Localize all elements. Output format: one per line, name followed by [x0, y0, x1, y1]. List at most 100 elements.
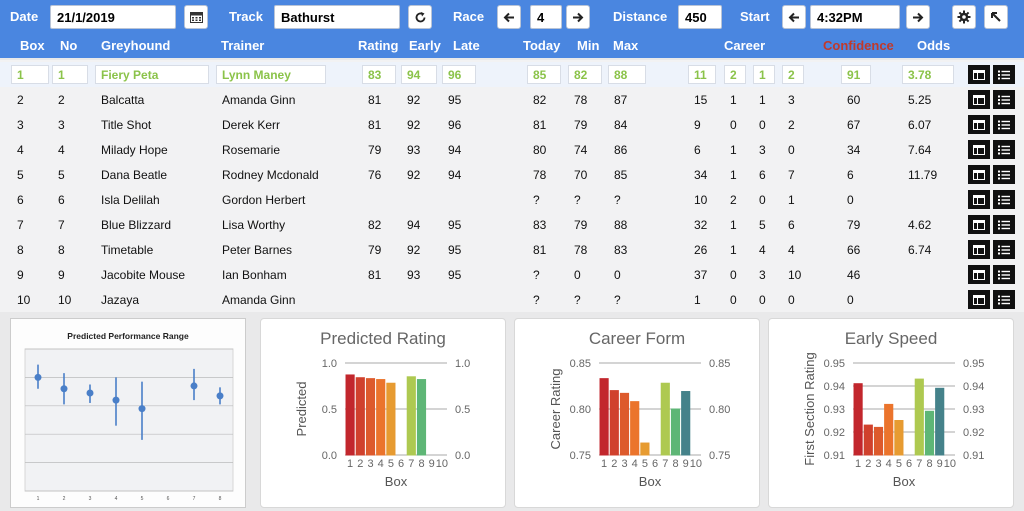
table-row[interactable]: 3 3 Title Shot Derek Kerr 81 92 96 81 79 84 9 0 0 2 67…: [0, 112, 1024, 137]
cell-early: 94: [407, 218, 421, 232]
y-tick-label-right: 0.92: [963, 427, 984, 439]
cell-c4: 0: [788, 143, 795, 157]
race-label: Race: [453, 9, 485, 24]
cell-trainer: Lynn Maney: [216, 65, 326, 84]
x-tick-label: 1: [855, 458, 861, 470]
list-icon[interactable]: [993, 90, 1015, 109]
cell-no: 7: [58, 218, 65, 232]
date-field[interactable]: 21/1/2019: [50, 5, 176, 29]
refresh-icon[interactable]: [408, 5, 432, 29]
table-row[interactable]: 1 1 Fiery Peta Lynn Maney 83 94 96 85 82 88 11 2 1 2 9…: [0, 62, 1024, 87]
gear-icon[interactable]: [952, 5, 976, 29]
list-icon[interactable]: [993, 240, 1015, 259]
bar: [660, 382, 670, 456]
y-tick-label-right: 0.80: [709, 404, 730, 416]
cell-c3: 4: [759, 243, 766, 257]
table-row[interactable]: 5 5 Dana Beatle Rodney Mcdonald 76 92 94 78 70 85…: [0, 162, 1024, 187]
table-row[interactable]: 4 4 Milady Hope Rosemarie 79 93 94 80 74 86 6 1 3 0 34…: [0, 137, 1024, 162]
table-view-icon[interactable]: [968, 90, 990, 109]
table-view-icon[interactable]: [968, 165, 990, 184]
cell-c4: 6: [788, 218, 795, 232]
table-view-icon[interactable]: [968, 65, 990, 84]
cell-min: ?: [574, 293, 581, 307]
x-tick-label: 10: [690, 458, 702, 470]
list-icon[interactable]: [993, 140, 1015, 159]
cell-min: ?: [574, 193, 581, 207]
cell-greyhound: Dana Beatle: [101, 168, 168, 182]
col-career[interactable]: Career: [724, 38, 766, 53]
col-rating[interactable]: Rating: [358, 38, 399, 53]
list-icon[interactable]: [993, 290, 1015, 309]
col-box[interactable]: Box: [20, 38, 45, 53]
list-icon[interactable]: [993, 190, 1015, 209]
table-view-icon[interactable]: [968, 115, 990, 134]
cell-early: 92: [407, 168, 421, 182]
race-field[interactable]: 4: [530, 5, 562, 29]
data-point: [216, 392, 224, 400]
x-tick-label: 6: [906, 458, 912, 470]
list-icon[interactable]: [993, 165, 1015, 184]
calendar-icon[interactable]: [184, 5, 208, 29]
cell-c3: 5: [759, 218, 766, 232]
race-prev-button[interactable]: [497, 5, 521, 29]
bar: [863, 424, 873, 456]
chart-title: Career Form: [589, 329, 685, 348]
table-row[interactable]: 9 9 Jacobite Mouse Ian Bonham 81 93 95? 0 0 37 0 3 1…: [0, 262, 1024, 287]
cell-min: 0: [574, 268, 581, 282]
cell-box: 5: [17, 168, 24, 182]
table-view-icon[interactable]: [968, 190, 990, 209]
cell-c2: 1: [730, 93, 737, 107]
y-tick-label: 0.94: [824, 381, 845, 393]
cell-c3: 1: [753, 65, 775, 84]
plot-area: [24, 348, 234, 492]
table-row[interactable]: 8 8 Timetable Peter Barnes 79 92 95 81 78 83 26 1 4 4…: [0, 237, 1024, 262]
bar: [914, 378, 924, 456]
table-view-icon[interactable]: [968, 215, 990, 234]
cell-c4: 4: [788, 243, 795, 257]
race-next-button[interactable]: [566, 5, 590, 29]
cell-c1: 6: [694, 143, 701, 157]
cell-box: 4: [17, 143, 24, 157]
col-trainer[interactable]: Trainer: [221, 38, 265, 53]
table-view-icon[interactable]: [968, 290, 990, 309]
cell-c1: 15: [694, 93, 708, 107]
cell-early: 93: [407, 143, 421, 157]
col-no[interactable]: No: [60, 38, 78, 53]
start-prev-button[interactable]: [782, 5, 806, 29]
table-row[interactable]: 10 10 Jazaya Amanda Ginn??? 1 0 0 0 0: [0, 287, 1024, 312]
cell-odds: 3.78: [902, 65, 954, 84]
list-icon[interactable]: [993, 215, 1015, 234]
x-tick-label: 2: [63, 496, 66, 502]
col-early[interactable]: Early: [409, 38, 441, 53]
distance-field[interactable]: 450: [678, 5, 722, 29]
col-min[interactable]: Min: [577, 38, 600, 53]
list-icon[interactable]: [993, 265, 1015, 284]
track-field[interactable]: Bathurst: [274, 5, 400, 29]
cell-c3: 3: [759, 268, 766, 282]
col-max[interactable]: Max: [613, 38, 639, 53]
col-odds[interactable]: Odds: [917, 38, 951, 53]
start-next-button[interactable]: [906, 5, 930, 29]
cell-no: 1: [52, 65, 88, 84]
table-view-icon[interactable]: [968, 240, 990, 259]
col-today[interactable]: Today: [523, 38, 561, 53]
start-field[interactable]: 4:32PM: [810, 5, 900, 29]
y-tick-label: 0.92: [824, 427, 845, 439]
col-greyhound[interactable]: Greyhound: [101, 38, 171, 53]
y-tick-label-right: 0.91: [963, 450, 984, 462]
cell-c1: 9: [694, 118, 701, 132]
table-row[interactable]: 7 7 Blue Blizzard Lisa Worthy 82 94 95 83 79 88 32…: [0, 212, 1024, 237]
arrow-up-left-icon[interactable]: [984, 5, 1008, 29]
list-icon[interactable]: [993, 115, 1015, 134]
table-view-icon[interactable]: [968, 140, 990, 159]
col-confidence[interactable]: Confidence: [823, 38, 894, 53]
table-view-icon[interactable]: [968, 265, 990, 284]
y-tick-label-right: 1.0: [455, 358, 470, 370]
col-late[interactable]: Late: [453, 38, 480, 53]
list-icon[interactable]: [993, 65, 1015, 84]
cell-max: 88: [608, 65, 646, 84]
table-row[interactable]: 6 6 Isla Delilah Gordon Herbert??? 10 2 0 1 0: [0, 187, 1024, 212]
cell-box: 2: [17, 93, 24, 107]
table-row[interactable]: 2 2 Balcatta Amanda Ginn 81 92 95 82 78 87 15 1 1 3 60…: [0, 87, 1024, 112]
data-point: [138, 405, 146, 413]
